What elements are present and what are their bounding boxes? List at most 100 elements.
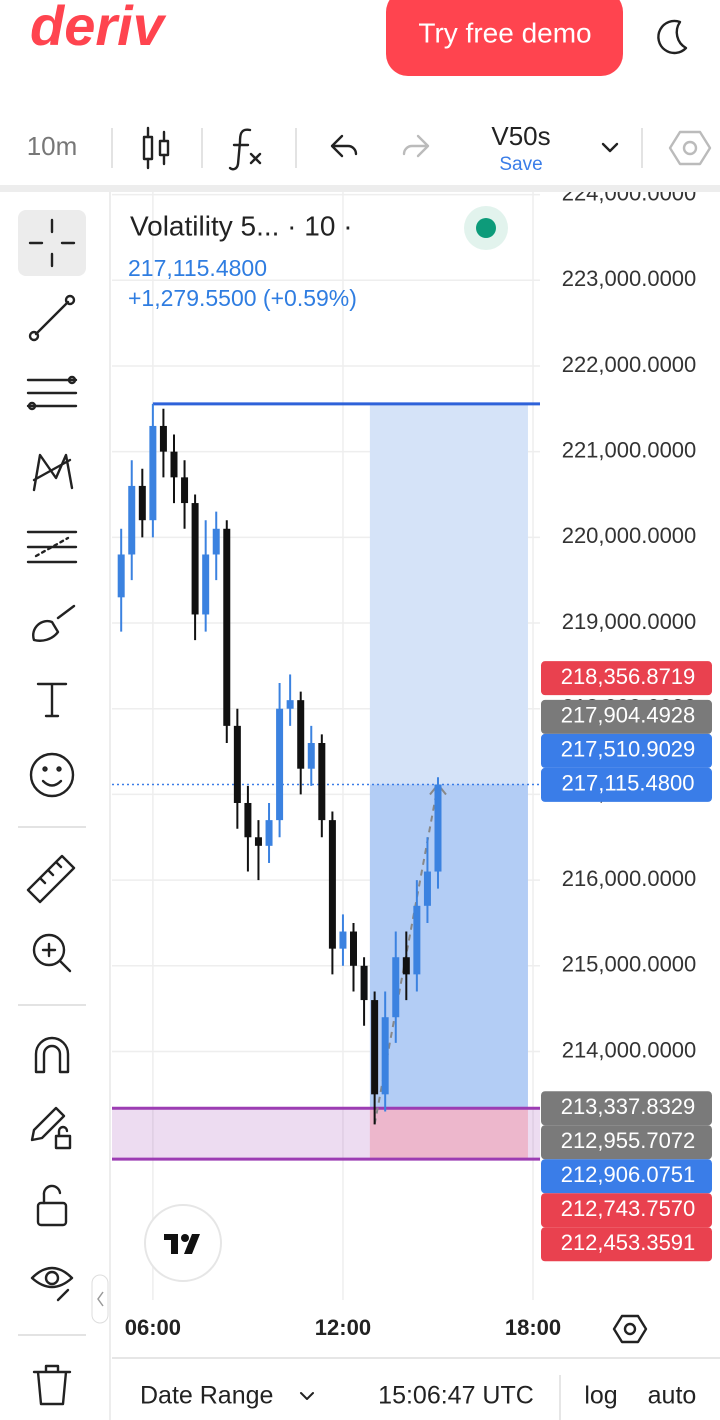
horizontal-line-tool-part[interactable]	[67, 375, 77, 385]
chart-settings-part[interactable]	[612, 1314, 648, 1344]
text-tool-part[interactable]	[36, 682, 68, 718]
demo-button-label[interactable]: Try free demo	[418, 17, 591, 48]
undo-button[interactable]	[330, 134, 358, 158]
zoom-tool-part[interactable]	[41, 942, 72, 973]
y-tick-label: 216,000.0000	[562, 866, 697, 891]
auto-scale-toggle[interactable]: auto	[648, 1382, 697, 1410]
tool-selected-bg	[18, 210, 86, 276]
ruler-tool-part[interactable]	[26, 854, 76, 904]
save-button[interactable]: Save	[499, 154, 542, 175]
visibility-tool-part[interactable]	[56, 1288, 70, 1302]
emoji-tool-part[interactable]	[29, 752, 75, 798]
candle-body	[117, 554, 125, 598]
chart-type-button-part[interactable]	[158, 139, 170, 157]
horizontal-line-tool-part[interactable]	[27, 401, 37, 411]
lock-drawings-part[interactable]	[54, 1134, 72, 1150]
settings-button-part[interactable]	[682, 140, 698, 156]
demo-button[interactable]	[386, 0, 623, 76]
emoji-tool-part[interactable]	[41, 779, 63, 787]
lock-tool-part[interactable]	[36, 1201, 68, 1227]
tradingview-logo-part[interactable]	[164, 1234, 200, 1254]
chart-type-button-part[interactable]	[142, 135, 154, 161]
indicators-button[interactable]	[228, 128, 262, 171]
crosshair-tool[interactable]	[28, 218, 76, 268]
settings-button-part[interactable]	[668, 130, 712, 166]
last-price: 217,115.4800	[128, 255, 267, 281]
zoom-tool[interactable]	[32, 933, 72, 973]
theme-toggle[interactable]	[657, 19, 688, 55]
zoom-tool-part[interactable]	[32, 933, 66, 967]
lock-drawings-part[interactable]	[57, 1125, 69, 1138]
date-range[interactable]: Date Range	[140, 1382, 273, 1410]
indicators-button-part[interactable]	[228, 128, 252, 171]
lock-tool-part[interactable]	[42, 1184, 62, 1205]
date-range-dropdown-part[interactable]	[300, 1392, 314, 1400]
lock-drawings[interactable]	[30, 1106, 72, 1150]
candle-body	[392, 957, 400, 1018]
price-tag	[541, 767, 712, 802]
redo-button[interactable]	[402, 134, 430, 158]
collapse-sidebar-part[interactable]	[97, 1291, 104, 1307]
chart-settings[interactable]	[612, 1314, 648, 1344]
candle-body	[318, 743, 326, 821]
collapse-sidebar-part[interactable]	[91, 1274, 109, 1324]
text-tool[interactable]	[36, 682, 68, 718]
magnet-tool[interactable]	[34, 1036, 70, 1074]
trend-line-tool-part[interactable]	[64, 294, 76, 306]
fibonacci-tool[interactable]	[26, 530, 78, 564]
candle-body	[434, 784, 442, 872]
lock-tool[interactable]	[36, 1184, 68, 1227]
magnet-tool-part[interactable]	[34, 1036, 70, 1074]
date-range-dropdown[interactable]	[300, 1392, 314, 1400]
separator	[111, 128, 643, 168]
undo-button-part[interactable]	[330, 134, 358, 158]
horizontal-line-tool[interactable]	[26, 375, 78, 411]
ruler-tool[interactable]	[26, 854, 76, 904]
symbol-dropdown-part[interactable]	[601, 142, 619, 153]
crosshair-tool-part[interactable]	[28, 218, 76, 268]
delete-tool-part[interactable]	[32, 1364, 72, 1406]
y-tick-label: 214,000.0000	[562, 1037, 697, 1062]
y-tick-label: 222,000.0000	[562, 352, 697, 377]
candle-body	[265, 820, 273, 846]
interval[interactable]: 10m	[27, 131, 78, 161]
collapse-sidebar[interactable]	[91, 1274, 109, 1324]
symbol-dropdown[interactable]	[601, 142, 619, 153]
pattern-tool[interactable]	[32, 453, 74, 492]
candle-body	[223, 528, 231, 726]
y-tick-label: 223,000.0000	[562, 266, 697, 291]
price-tag-label: 212,743.7570	[561, 1196, 696, 1221]
logo[interactable]: deriv	[30, 0, 167, 57]
trend-line-tool[interactable]	[28, 294, 76, 342]
indicators-button-part[interactable]	[249, 152, 262, 165]
tradingview-logo[interactable]	[144, 1204, 222, 1282]
price-tag	[541, 1193, 712, 1228]
visibility-tool-part[interactable]	[44, 1270, 60, 1286]
chart-settings-part[interactable]	[623, 1322, 637, 1336]
horizontal-line-tool-part[interactable]	[26, 378, 78, 408]
delete-tool[interactable]	[32, 1364, 72, 1406]
log-scale-toggle[interactable]: log	[584, 1382, 617, 1410]
price-tag-label: 212,906.0751	[561, 1162, 696, 1187]
symbol[interactable]: V50s	[491, 121, 550, 151]
brush-tool-part[interactable]	[32, 604, 76, 642]
emoji-tool-part[interactable]	[56, 766, 62, 772]
trend-line-tool-part[interactable]	[34, 300, 70, 336]
visibility-tool-part[interactable]	[30, 1266, 74, 1289]
fibonacci-tool-part[interactable]	[34, 536, 70, 558]
redo-button-part[interactable]	[402, 134, 430, 158]
emoji-tool-part[interactable]	[42, 766, 48, 772]
trend-line-tool-part[interactable]	[28, 330, 40, 342]
emoji-tool[interactable]	[29, 752, 75, 798]
fibonacci-tool-part[interactable]	[26, 530, 78, 564]
visibility-tool[interactable]	[30, 1266, 74, 1302]
pattern-tool-part[interactable]	[32, 453, 74, 492]
settings-button[interactable]	[668, 130, 712, 166]
tradingview-logo-part[interactable]	[144, 1204, 222, 1282]
theme-toggle-part[interactable]	[657, 19, 688, 55]
lock-drawings-part[interactable]	[30, 1106, 66, 1142]
brush-tool[interactable]	[32, 604, 76, 642]
chart-type-button[interactable]	[142, 126, 170, 170]
chart-title[interactable]: Volatility 5... · 10 ·	[130, 210, 353, 241]
tradingview-logo-part[interactable]	[181, 1234, 189, 1242]
